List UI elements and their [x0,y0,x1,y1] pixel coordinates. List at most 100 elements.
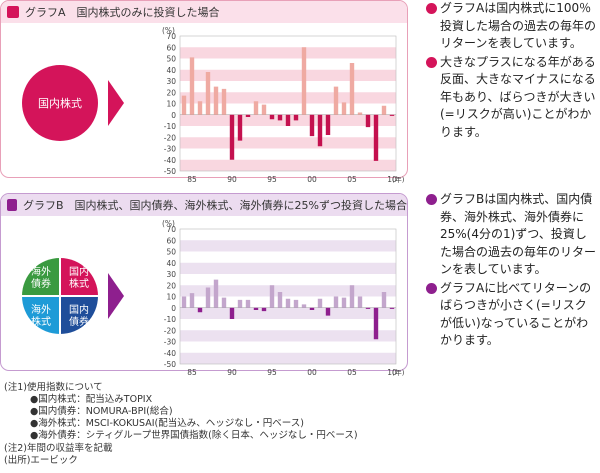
y-tick-label: 40 [166,259,176,268]
y-axis-label: (%) [162,219,175,228]
bullet-text: グラフBは国内株式、国内債券、海外株式、海外債券に25%(4分の1)ずつ、投資し… [440,192,597,276]
chart-stripe [180,307,396,319]
bullet-dot [426,3,437,14]
bar-2005 [349,63,355,115]
pie-label-2: 海外株式 [31,303,51,328]
panel-b-marker [7,199,17,211]
bar-1995 [269,285,275,308]
bullet-dot [426,282,437,294]
pie-label-0: 海外債券 [31,265,51,290]
x-tick-label: 90 [227,368,237,377]
pie-overseas-stock [22,296,60,334]
bar-2005 [349,285,355,308]
bar-1997 [285,114,291,126]
bullet-item: グラフBは国内株式、国内債券、海外株式、海外債券に25%(4分の1)ずつ、投資し… [426,191,598,279]
bar-2010 [389,114,395,116]
footnote-line: (注1)使用指数について [4,382,103,393]
pie-label-1: 国内株式 [69,265,89,290]
bar-2000 [309,114,315,137]
bar-2003 [333,86,339,115]
y-tick-label: -10 [164,315,176,324]
chart-a: 70 60 50 40 30 20 10 0 -10 -20 -30 -40 -50 (%) 85 90 95 0… [162,26,405,184]
bar-1984 [181,95,187,115]
bar-2006 [357,296,363,308]
bar-2000 [309,307,315,310]
bar-1990 [229,114,235,160]
bar-2002 [325,307,331,316]
y-tick-label: -50 [164,167,176,176]
bar-1998 [293,299,299,308]
y-tick-label: 50 [166,248,176,257]
bar-1997 [285,298,291,308]
bar-1992 [245,299,251,308]
bar-1988 [213,86,219,115]
bar-1989 [221,88,227,115]
y-tick-label: 60 [166,43,176,52]
bar-2001 [317,114,323,147]
panel-a-title: グラフA 国内株式のみに投資した場合 [25,6,220,19]
x-tick-label: 10 [387,368,397,377]
y-tick-label: 20 [166,281,176,290]
bullet-text: グラフAは国内株式に100％投資した場合の過去の毎年のリターンを表しています。 [440,1,597,50]
bar-2001 [317,298,323,308]
y-tick-label: 30 [166,270,176,279]
bar-2007 [365,307,371,309]
bar-1991 [237,114,243,141]
footnote-line: ●国内株式：配当込みTOPIX [30,394,153,405]
bar-2002 [325,114,331,135]
y-tick-label: 20 [166,88,176,97]
pie-domestic-bond [60,296,98,334]
bar-1985 [189,57,195,115]
y-axis-label: (%) [162,26,175,35]
y-tick-label: 0 [171,304,176,313]
footnote-line: (出所)エービック [4,455,78,466]
bar-2009 [381,105,387,115]
y-tick-label: 30 [166,77,176,86]
bar-2008 [373,307,379,340]
bar-2007 [365,114,371,128]
y-tick-label: -10 [164,122,176,131]
y-tick-label: 10 [166,100,176,109]
chart-stripe [180,137,396,149]
bar-1994 [261,104,267,115]
chart-stripe [180,352,396,364]
x-tick-label: 90 [227,175,237,184]
panel-a-circle [22,65,98,141]
x-tick-label: 00 [307,175,317,184]
bar-2004 [341,297,347,308]
panel-b-pie [22,258,98,334]
chart-stripe [180,240,396,252]
chart-stripe [180,285,396,297]
x-tick-label: 95 [267,368,277,377]
panel-b-arrow [108,273,124,319]
bullet-text: 大きなプラスになる年がある反面、大きなマイナスになる年もあり、ばらつきが大きい(… [440,54,596,139]
pie-label-3: 国内債券 [69,303,89,328]
bar-1993 [253,307,259,310]
bullets-a: グラフAは国内株式に100％投資した場合の過去の毎年のリターンを表しています。大… [426,0,598,142]
y-tick-label: 70 [166,225,176,234]
bar-1988 [213,279,219,308]
y-tick-label: 0 [171,111,176,120]
bar-1992 [245,114,251,117]
bar-1987 [205,287,211,308]
bullet-dot [426,194,437,205]
bullet-item: 大きなプラスになる年がある反面、大きなマイナスになる年もあり、ばらつきが大きい(… [426,54,598,142]
bar-2004 [341,102,347,115]
x-axis-label: (年) [392,368,405,377]
bar-1999 [301,47,307,115]
x-tick-label: 05 [347,368,357,377]
chart-stripe [180,69,396,81]
pie-overseas-bond [22,258,60,296]
x-tick-label: 05 [347,175,357,184]
panel-a-header: グラフA 国内株式のみに投資した場合 [1,1,407,23]
chart-stripe [180,159,396,171]
bullet-item: グラフAに比べてリターンのばらつきが小さく(=リスクが低い)なっていることがわか… [426,280,598,350]
x-axis-label: (年) [392,175,405,184]
chart-stripe [180,47,396,59]
bar-1996 [277,292,283,308]
y-tick-label: -40 [164,156,176,165]
plot-area [179,35,397,172]
bar-1985 [189,293,195,308]
bar-1994 [261,307,267,312]
